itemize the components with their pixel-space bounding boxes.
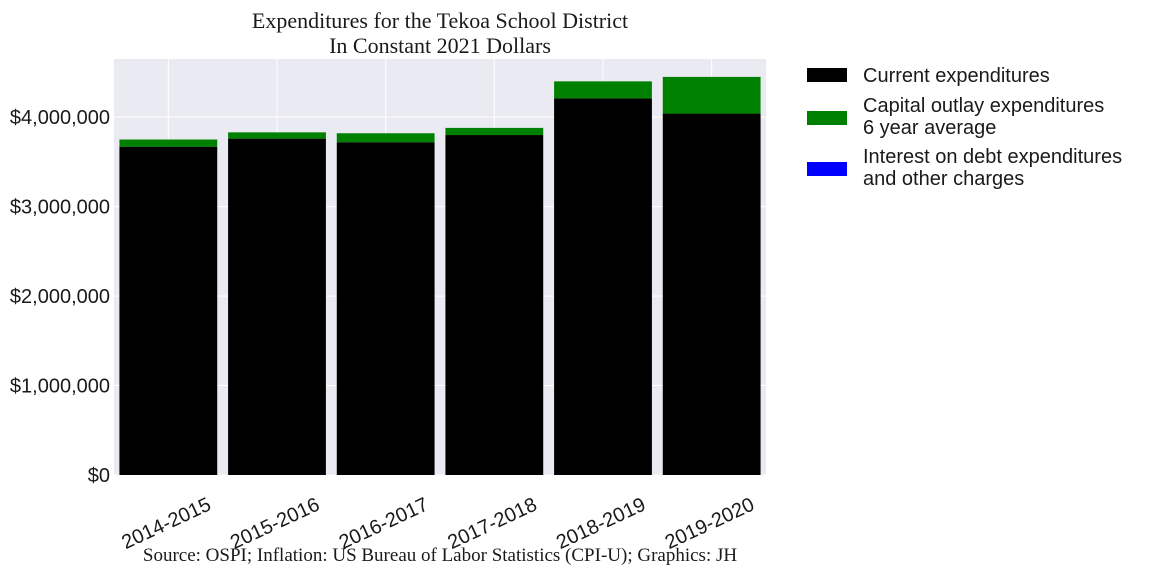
legend-swatch bbox=[807, 111, 847, 125]
y-tick-label: $3,000,000 bbox=[10, 197, 110, 219]
y-gridlines bbox=[114, 116, 766, 476]
y-tick-label: $2,000,000 bbox=[10, 286, 110, 308]
bar-capital-2016-2017 bbox=[336, 133, 435, 143]
bar-current-2017-2018 bbox=[445, 135, 544, 475]
y-tick-label: $1,000,000 bbox=[10, 376, 110, 398]
bar-current-2019-2020 bbox=[662, 113, 761, 475]
bar-current-2014-2015 bbox=[119, 146, 218, 476]
bar-current-2015-2016 bbox=[228, 138, 326, 475]
legend: Current expenditures Capital outlay expen… bbox=[807, 65, 1122, 190]
legend-label: Capital outlay expenditures bbox=[863, 95, 1104, 117]
chart-subtitle: In Constant 2021 Dollars bbox=[329, 33, 551, 58]
source-note: Source: OSPI; Inflation: US Bureau of La… bbox=[143, 545, 737, 566]
bar-capital-2019-2020 bbox=[662, 76, 761, 114]
bar-capital-2018-2019 bbox=[554, 81, 652, 99]
bars bbox=[119, 76, 761, 476]
bar-current-2018-2019 bbox=[554, 98, 652, 476]
bar-current-2016-2017 bbox=[336, 142, 435, 475]
bar-capital-2015-2016 bbox=[228, 132, 326, 139]
y-tick-labels: $0 $1,000,000 $2,000,000 $3,000,000 $4,000,0… bbox=[10, 107, 110, 487]
legend-swatch bbox=[807, 68, 847, 82]
bar-capital-2017-2018 bbox=[445, 127, 544, 136]
legend-label: 6 year average bbox=[863, 117, 996, 139]
y-tick-label: $0 bbox=[88, 465, 110, 487]
legend-swatch bbox=[807, 162, 847, 176]
legend-label: Interest on debt expenditures bbox=[863, 146, 1122, 168]
legend-label: and other charges bbox=[863, 168, 1024, 190]
y-tick-label: $4,000,000 bbox=[10, 107, 110, 129]
legend-label: Current expenditures bbox=[863, 65, 1050, 87]
plot-area bbox=[114, 59, 766, 475]
bar-capital-2014-2015 bbox=[119, 139, 218, 147]
chart-title: Expenditures for the Tekoa School Distri… bbox=[252, 8, 628, 33]
